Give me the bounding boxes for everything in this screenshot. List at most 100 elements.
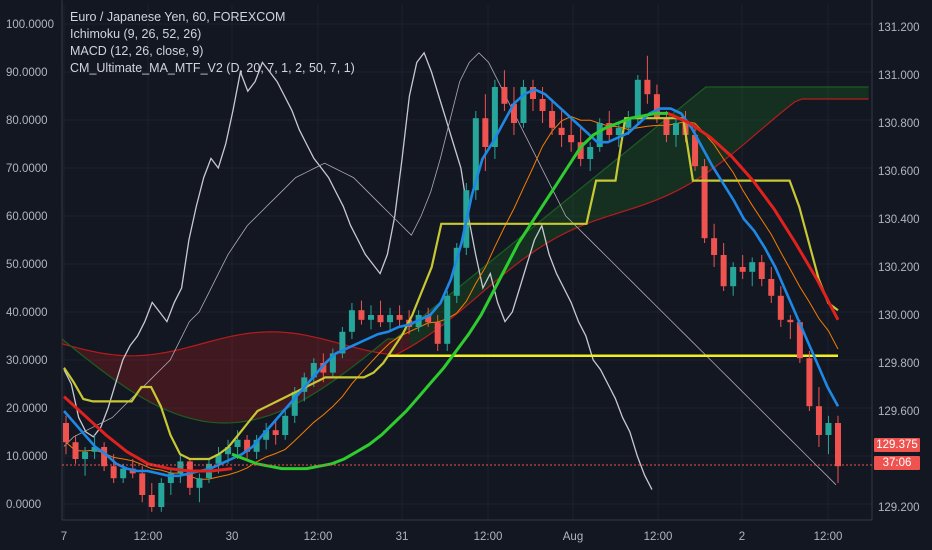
orange-moving-average [65, 115, 839, 480]
ma-line-green [231, 111, 668, 471]
candle-body [577, 142, 584, 159]
candle-body [263, 430, 270, 440]
candle-body [272, 430, 279, 435]
candle-body [367, 315, 374, 320]
candle-body [815, 406, 822, 435]
candle-body [72, 442, 79, 459]
candle-body [329, 353, 336, 373]
ma-line-red-right [667, 112, 840, 321]
candle-body [510, 103, 517, 123]
left-tick-label: 20.0000 [6, 403, 48, 415]
candle-body [320, 363, 327, 373]
candle-body [653, 94, 660, 119]
x-tick-label: 30 [226, 531, 239, 543]
right-tick-label: 129.200 [878, 502, 920, 514]
candle-body [167, 473, 174, 483]
candle-body [377, 315, 384, 323]
candle-body [282, 415, 289, 435]
candle-body [777, 295, 784, 320]
candle-body [444, 295, 451, 344]
candle-body [310, 363, 317, 378]
candle-body [615, 127, 622, 135]
x-tick-label: 12:00 [474, 531, 503, 543]
candle-body [139, 473, 146, 495]
candle-body [339, 331, 346, 354]
left-tick-label: 70.0000 [6, 163, 48, 175]
x-tick-label: 2 [739, 531, 745, 543]
candle-body [672, 123, 679, 135]
ichimoku-cloud-red [62, 327, 410, 423]
left-tick-label: 100.0000 [6, 19, 54, 31]
candle-body [692, 135, 699, 167]
candle-body [701, 166, 708, 239]
candle-body [806, 358, 813, 407]
candle-body [434, 322, 441, 344]
candle-body [110, 466, 117, 479]
right-tick-label: 130.000 [878, 310, 920, 322]
right-tick-label: 130.200 [878, 262, 920, 274]
ma-line-red-left [62, 395, 233, 473]
candle-body [739, 267, 746, 272]
candle-body [101, 447, 108, 467]
candle-body [491, 87, 498, 147]
x-tick-label: Aug [563, 531, 583, 543]
left-tick-label: 40.0000 [6, 307, 48, 319]
candle-body [663, 118, 670, 135]
left-tick-label: 60.0000 [6, 211, 48, 223]
candle-body [634, 79, 641, 119]
legend-symbol: Euro / Japanese Yen, 60, FOREXCOM [70, 10, 286, 24]
bar-countdown-tag: 37:06 [874, 456, 920, 470]
candle-body [730, 267, 737, 287]
candle-body [177, 461, 184, 474]
left-tick-label: 90.0000 [6, 67, 48, 79]
candle-body [91, 447, 98, 452]
right-tick-label: 129.600 [878, 406, 920, 418]
candle-body [348, 310, 355, 332]
candle-body [768, 279, 775, 296]
left-tick-label: 30.0000 [6, 355, 48, 367]
oscillator-line-white [63, 51, 653, 490]
candle-body [587, 147, 594, 159]
candle-body [596, 123, 603, 147]
left-tick-label: 10.0000 [6, 451, 48, 463]
candle-body [520, 87, 527, 123]
candle-body [358, 310, 365, 320]
candle-body [835, 423, 841, 467]
left-tick-label: 0.0000 [6, 499, 41, 511]
right-tick-label: 130.400 [878, 214, 920, 226]
candle-body [291, 391, 298, 416]
senkou-b-line [61, 86, 869, 424]
last-price-tag: 129.375 [874, 438, 920, 452]
senkou-a-line [61, 98, 869, 357]
candle-body [549, 111, 556, 128]
kijun-line-yellow [63, 117, 839, 461]
candle-body [301, 377, 308, 392]
candle-body [234, 439, 241, 447]
chart-legend: Euro / Japanese Yen, 60, FOREXCOM Ichimo… [70, 9, 355, 77]
candle-body [758, 262, 765, 279]
x-tick-label: 12:00 [304, 531, 333, 543]
candle-body [120, 468, 127, 479]
candle-body [148, 495, 155, 507]
candle-body [253, 439, 260, 452]
candle-body [387, 315, 394, 323]
candle-body [749, 262, 756, 272]
candle-body [539, 99, 546, 111]
candle-body [472, 118, 479, 191]
legend-ichimoku: Ichimoku (9, 26, 52, 26) [70, 27, 202, 41]
x-tick-label: 31 [396, 531, 409, 543]
legend-macd: MACD (12, 26, close, 9) [70, 44, 204, 58]
candle-body [644, 79, 651, 95]
right-tick-label: 130.800 [878, 118, 920, 130]
candle-body [796, 322, 803, 359]
candle-body [568, 135, 575, 143]
candle-body [396, 315, 403, 320]
candle-body [425, 315, 432, 323]
candle-body [558, 127, 565, 135]
candle-body [225, 447, 232, 455]
candle-body [711, 238, 718, 255]
candle-body [82, 451, 89, 459]
right-tick-label: 129.800 [878, 358, 920, 370]
candle-body [787, 319, 794, 323]
